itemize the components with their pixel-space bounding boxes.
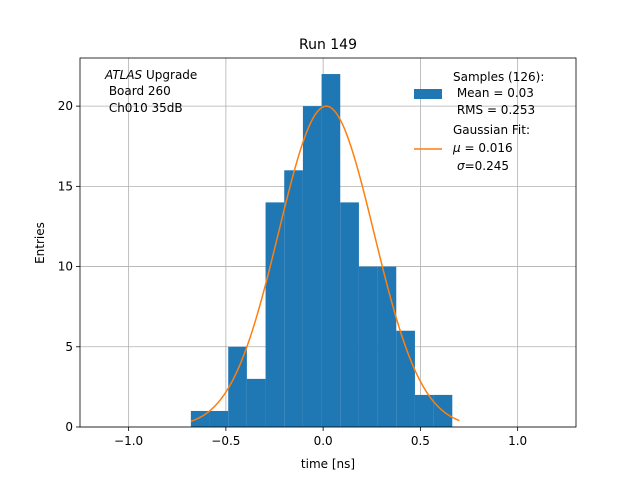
y-tick-label-3: 15 [58, 179, 73, 193]
y-axis-label: Entries [33, 222, 47, 264]
legend-samples-rms: RMS = 0.253 [453, 103, 535, 117]
x-tick-label-0: −1.0 [114, 434, 143, 448]
x-tick-label-3: 0.5 [411, 434, 430, 448]
legend-samples-title: Samples (126): [453, 70, 544, 84]
histogram-bar-11 [396, 330, 415, 427]
sigma-value: =0.245 [465, 159, 509, 173]
legend-fit-title: Gaussian Fit: [453, 123, 530, 137]
histogram-bar-8 [340, 202, 359, 427]
atlas-annotation: ATLAS Upgrade Board 260 Ch010 35dB [104, 68, 197, 115]
x-tick-label-2: 0.0 [314, 434, 333, 448]
histogram-bar-4 [265, 202, 285, 427]
y-tick-label-2: 10 [58, 260, 73, 274]
histogram-bar-3 [246, 378, 266, 427]
x-tick-label-4: 1.0 [508, 434, 527, 448]
histogram-bar-10 [377, 266, 397, 427]
x-tick-label-1: −0.5 [211, 434, 240, 448]
legend-fit-sigma: σ=0.245 [457, 159, 509, 173]
annotation-line-3: Ch010 35dB [105, 101, 183, 115]
legend-samples-swatch [414, 89, 442, 99]
histogram-bar-9 [358, 266, 378, 427]
histogram-bar-2 [228, 346, 247, 427]
legend: Samples (126): Mean = 0.03 RMS = 0.253 G… [414, 70, 544, 173]
y-tick-label-1: 5 [65, 340, 73, 354]
histogram-bar-1 [209, 410, 229, 427]
annotation-upgrade: Upgrade [142, 68, 197, 82]
sigma-symbol: σ [457, 159, 465, 173]
x-axis-label: time [ns] [301, 457, 355, 471]
annotation-line-1: ATLAS Upgrade [104, 68, 197, 82]
annotation-line-2: Board 260 [105, 84, 171, 98]
histogram-bar-7 [321, 74, 341, 427]
legend-fit-mu: μ = 0.016 [452, 141, 513, 155]
histogram-bar-6 [302, 106, 322, 427]
histogram-bar-5 [284, 170, 303, 427]
annotation-atlas: ATLAS [104, 68, 143, 82]
gaussian-fit-curve [190, 105, 460, 423]
histogram-bar-12 [414, 394, 434, 427]
y-tick-label-4: 20 [58, 99, 73, 113]
mu-symbol: μ [452, 141, 461, 155]
mu-value: = 0.016 [461, 141, 513, 155]
bars-layer [190, 74, 453, 427]
y-tick-label-0: 0 [65, 420, 73, 434]
plot-frame [79, 57, 577, 428]
chart-title: Run 149 [299, 37, 357, 53]
legend-samples-mean: Mean = 0.03 [453, 86, 534, 100]
ticks-layer: −1.0 −0.5 0.0 0.5 1.0 0 5 10 15 20 [58, 99, 527, 448]
